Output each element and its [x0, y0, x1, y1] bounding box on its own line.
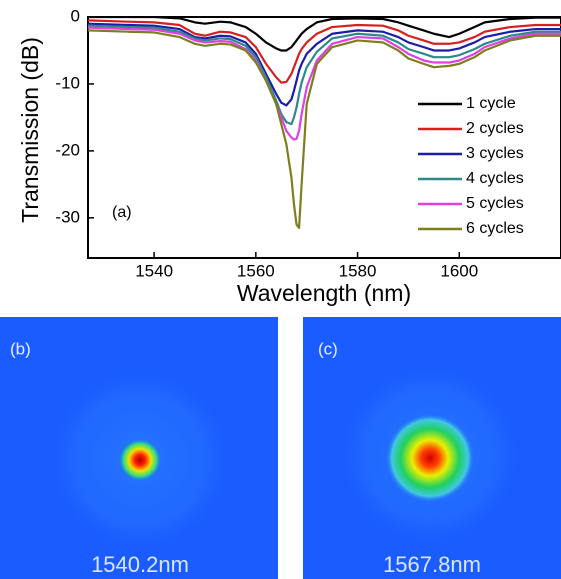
- legend-label: 5 cycles: [466, 195, 524, 212]
- legend-label: 6 cycles: [466, 220, 524, 237]
- legend-label: 2 cycles: [466, 120, 524, 137]
- panel-caption: 1567.8nm: [383, 552, 481, 577]
- y-tick-label: -10: [55, 73, 80, 92]
- figure: Wavelength (nm) Transmission (dB) (a) (b…: [0, 0, 561, 579]
- x-tick-label: 1560: [237, 261, 275, 280]
- panel-caption: 1540.2nm: [91, 552, 189, 577]
- legend-label: 4 cycles: [466, 170, 524, 187]
- beam-spot: [118, 438, 162, 482]
- y-tick-label: 0: [71, 6, 80, 25]
- panel-label: (c): [318, 339, 338, 358]
- y-axis-title: Transmission (dB): [17, 37, 43, 223]
- x-tick-label: 1540: [135, 261, 173, 280]
- legend-label: 3 cycles: [466, 145, 524, 162]
- beam-spot: [385, 413, 475, 503]
- y-tick-label: -30: [55, 207, 80, 226]
- y-tick-label: -20: [55, 140, 80, 159]
- x-tick-label: 1600: [440, 261, 478, 280]
- legend-label: 1 cycle: [466, 95, 516, 112]
- annotation: (a): [112, 204, 132, 221]
- x-axis-title: Wavelength (nm): [237, 280, 411, 306]
- panel-b: (b) 1540.2nm: [0, 317, 278, 579]
- series-line: [88, 24, 561, 106]
- panel-c: (c) 1567.8nm: [303, 317, 561, 579]
- panel-label: (b): [10, 339, 31, 358]
- x-tick-label: 1580: [339, 261, 377, 280]
